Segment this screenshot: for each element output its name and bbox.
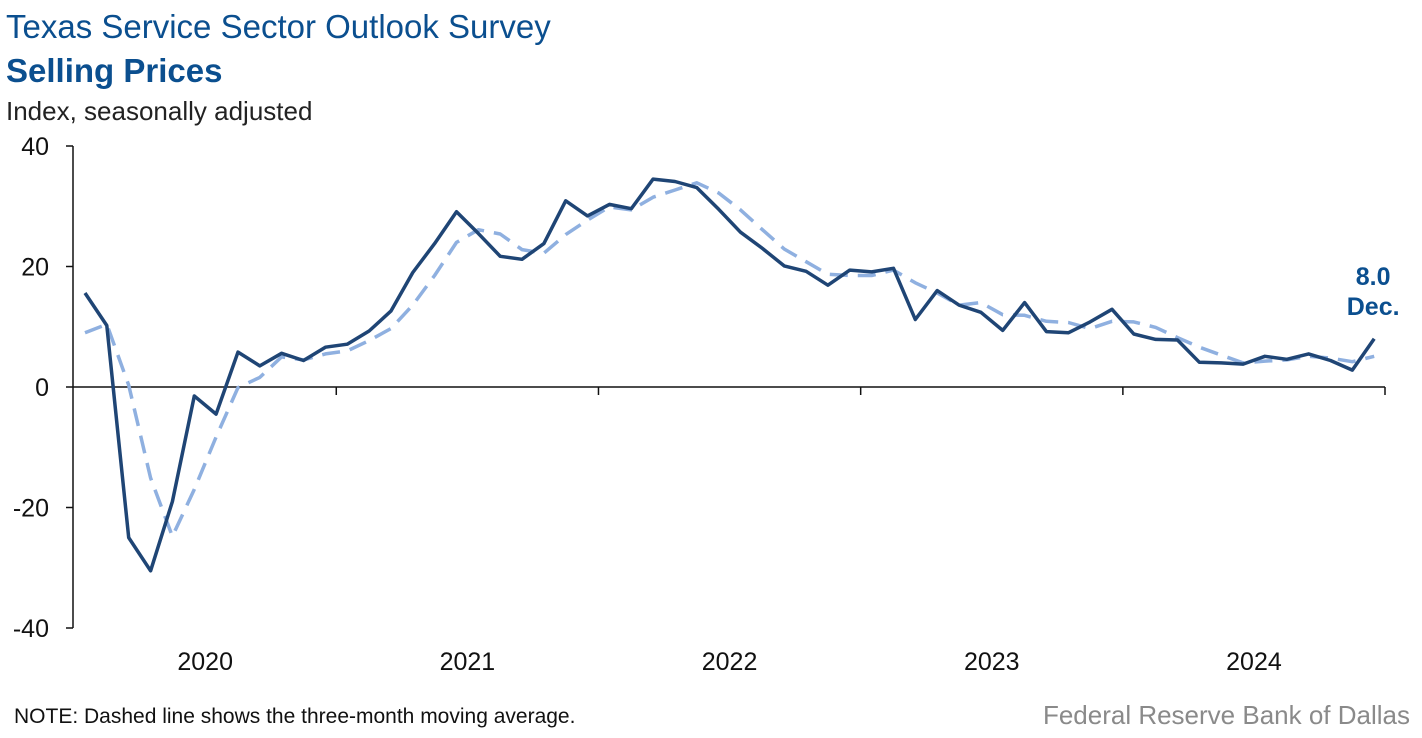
x-tick-label: 2023 bbox=[964, 648, 1020, 676]
y-axis-label: Index, seasonally adjusted bbox=[6, 96, 313, 126]
plot-area bbox=[83, 177, 1376, 573]
x-tick-label: 2021 bbox=[440, 648, 496, 676]
axes: 40 20 0 -20 -40 2020 2021 2022 2023 2024 bbox=[13, 133, 1386, 676]
last-value-label: 8.0 bbox=[1356, 263, 1391, 291]
y-tick-label: -20 bbox=[13, 495, 49, 523]
y-tick-label: 40 bbox=[21, 133, 49, 161]
source-credit: Federal Reserve Bank of Dallas bbox=[1042, 700, 1410, 730]
chart-subtitle: Selling Prices bbox=[6, 52, 223, 89]
x-tick-label: 2020 bbox=[177, 648, 233, 676]
x-tick-label: 2024 bbox=[1226, 648, 1282, 676]
y-tick-label: -40 bbox=[13, 615, 49, 643]
chart-title: Texas Service Sector Outlook Survey bbox=[6, 8, 551, 45]
y-tick-label: 0 bbox=[35, 374, 49, 402]
moving-average-line bbox=[84, 181, 1375, 539]
last-period-label: Dec. bbox=[1347, 293, 1400, 321]
footnote: NOTE: Dashed line shows the three-month … bbox=[14, 705, 576, 728]
x-tick-label: 2022 bbox=[702, 648, 758, 676]
y-tick-label: 20 bbox=[21, 254, 49, 282]
selling-prices-line bbox=[83, 177, 1376, 573]
